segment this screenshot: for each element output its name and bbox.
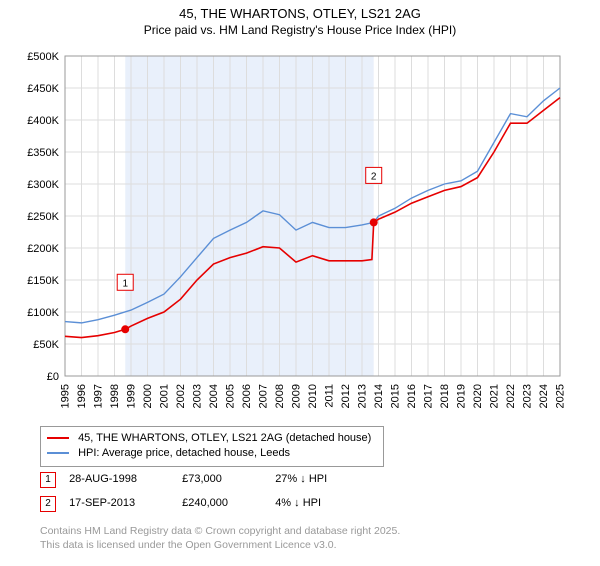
svg-text:£100K: £100K: [27, 307, 59, 319]
svg-text:£200K: £200K: [27, 243, 59, 255]
svg-text:2: 2: [371, 171, 377, 182]
transaction-price-2: £240,000: [182, 497, 272, 509]
svg-text:2007: 2007: [257, 384, 269, 408]
legend-swatch-subject: [47, 437, 69, 439]
svg-text:1997: 1997: [92, 384, 104, 408]
svg-text:£350K: £350K: [27, 147, 59, 159]
transaction-row-1: 1 28-AUG-1998 £73,000 27% ↓ HPI: [40, 472, 327, 488]
legend-item-hpi: HPI: Average price, detached house, Leed…: [47, 446, 377, 461]
transaction-row-2: 2 17-SEP-2013 £240,000 4% ↓ HPI: [40, 496, 321, 512]
transaction-price-1: £73,000: [182, 473, 272, 485]
svg-text:2005: 2005: [224, 384, 236, 408]
svg-text:£450K: £450K: [27, 83, 59, 95]
svg-text:2013: 2013: [356, 384, 368, 408]
footer-line2: This data is licensed under the Open Gov…: [40, 538, 400, 552]
svg-text:2000: 2000: [142, 384, 154, 408]
page-title: 45, THE WHARTONS, OTLEY, LS21 2AG: [0, 6, 600, 21]
svg-text:2011: 2011: [323, 384, 335, 408]
svg-text:2010: 2010: [307, 384, 319, 408]
svg-text:2001: 2001: [158, 384, 170, 408]
page-subtitle: Price paid vs. HM Land Registry's House …: [0, 23, 600, 37]
legend-label-subject: 45, THE WHARTONS, OTLEY, LS21 2AG (detac…: [78, 432, 371, 444]
footer-line1: Contains HM Land Registry data © Crown c…: [40, 524, 400, 538]
transaction-date-1: 28-AUG-1998: [69, 473, 179, 485]
svg-text:2022: 2022: [505, 384, 517, 408]
svg-text:1996: 1996: [76, 384, 88, 408]
legend-item-subject: 45, THE WHARTONS, OTLEY, LS21 2AG (detac…: [47, 431, 377, 446]
svg-text:2019: 2019: [455, 384, 467, 408]
transaction-marker-2: 2: [40, 496, 56, 512]
svg-text:2017: 2017: [422, 384, 434, 408]
svg-text:2009: 2009: [290, 384, 302, 408]
footer: Contains HM Land Registry data © Crown c…: [40, 524, 400, 552]
svg-text:2023: 2023: [521, 384, 533, 408]
svg-text:2004: 2004: [208, 384, 220, 408]
svg-text:1: 1: [122, 278, 128, 289]
legend-label-hpi: HPI: Average price, detached house, Leed…: [78, 447, 290, 459]
price-chart: £0 £50K £100K £150K £200K £250K £300K £350K £400…: [10, 46, 570, 416]
svg-text:£0: £0: [47, 371, 59, 383]
svg-text:2025: 2025: [554, 384, 566, 408]
svg-text:£250K: £250K: [27, 211, 59, 223]
transaction-date-2: 17-SEP-2013: [69, 497, 179, 509]
svg-text:1995: 1995: [59, 384, 71, 408]
svg-text:£300K: £300K: [27, 179, 59, 191]
transaction-delta-2: 4% ↓ HPI: [275, 497, 321, 509]
svg-text:2021: 2021: [488, 384, 500, 408]
transaction-marker-1: 1: [40, 472, 56, 488]
svg-text:£150K: £150K: [27, 275, 59, 287]
svg-text:2015: 2015: [389, 384, 401, 408]
legend: 45, THE WHARTONS, OTLEY, LS21 2AG (detac…: [40, 426, 384, 467]
svg-text:2024: 2024: [538, 384, 550, 408]
svg-text:2002: 2002: [175, 384, 187, 408]
svg-text:£50K: £50K: [33, 339, 59, 351]
svg-text:2012: 2012: [340, 384, 352, 408]
svg-text:1998: 1998: [109, 384, 121, 408]
transaction-delta-1: 27% ↓ HPI: [275, 473, 327, 485]
svg-text:2018: 2018: [439, 384, 451, 408]
svg-text:2014: 2014: [373, 384, 385, 408]
svg-text:2020: 2020: [472, 384, 484, 408]
svg-text:£500K: £500K: [27, 51, 59, 63]
legend-swatch-hpi: [47, 452, 69, 454]
svg-text:2003: 2003: [191, 384, 203, 408]
svg-text:2006: 2006: [241, 384, 253, 408]
svg-text:1999: 1999: [125, 384, 137, 408]
svg-text:2016: 2016: [406, 384, 418, 408]
svg-text:£400K: £400K: [27, 115, 59, 127]
svg-text:2008: 2008: [274, 384, 286, 408]
